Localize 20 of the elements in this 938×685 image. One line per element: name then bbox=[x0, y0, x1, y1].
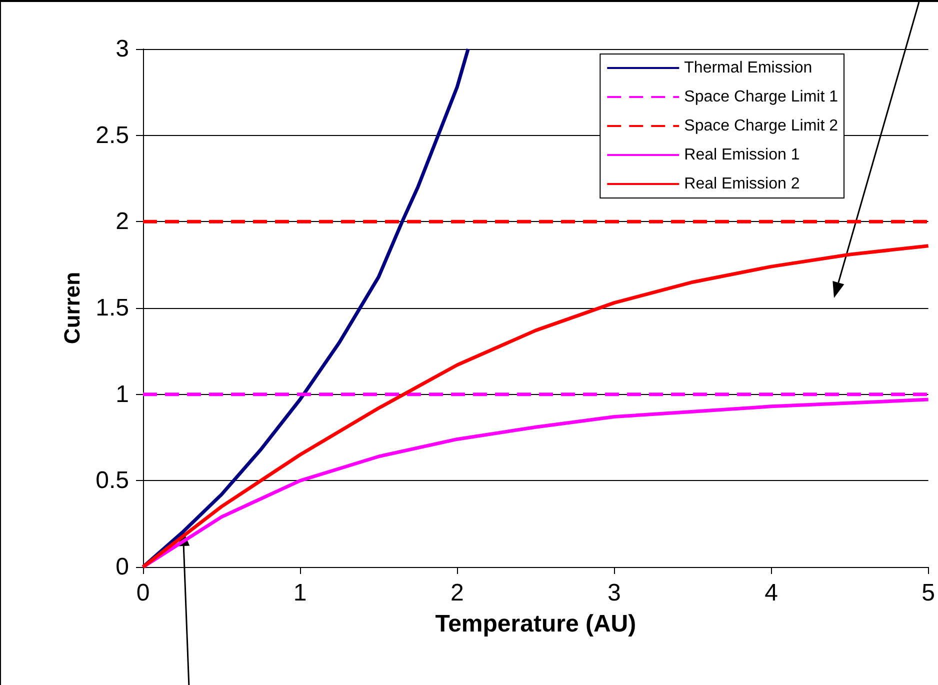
legend-label: Space Charge Limit 2 bbox=[684, 118, 838, 134]
x-tick-label: 2 bbox=[450, 580, 464, 606]
y-tick-label: 3 bbox=[116, 36, 129, 62]
legend-label: Space Charge Limit 1 bbox=[684, 88, 838, 106]
x-tick-label: 0 bbox=[136, 580, 150, 606]
x-tick-label: 5 bbox=[922, 580, 936, 606]
y-tick-label: 0 bbox=[116, 554, 129, 580]
y-tick-label: 0.5 bbox=[96, 467, 129, 494]
legend-label: Real Emission 1 bbox=[684, 146, 800, 164]
y-tick-label: 2 bbox=[116, 208, 129, 236]
y-tick-label: 2.5 bbox=[96, 122, 129, 149]
y-axis-title: Curren bbox=[60, 272, 84, 344]
legend-label: Thermal Emission bbox=[684, 60, 812, 76]
x-tick-label: 1 bbox=[293, 580, 307, 606]
y-tick-label: 1 bbox=[116, 380, 129, 408]
x-tick-label: 4 bbox=[764, 580, 778, 606]
legend-label: Real Emission 2 bbox=[684, 176, 800, 192]
x-axis-title: Temperature (AU) bbox=[435, 610, 636, 638]
x-tick-label: 3 bbox=[608, 580, 621, 606]
y-tick-label: 1.5 bbox=[96, 294, 129, 322]
